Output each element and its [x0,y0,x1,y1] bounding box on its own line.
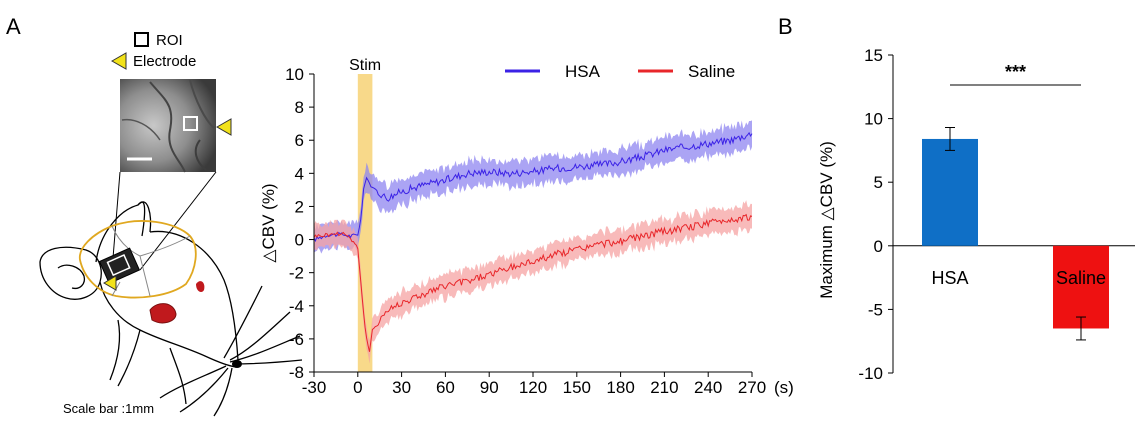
x-tick-label: 90 [480,378,499,397]
y-tick-label: -2 [289,264,304,283]
legend-label-saline: Saline [688,62,735,81]
bar-y-tick-label: -10 [858,364,883,383]
bar-y-tick-label: 0 [874,237,883,256]
x-tick-label: 0 [353,378,362,397]
eye-icon [196,281,205,292]
series-line-hsa [313,131,753,243]
y-tick-label: -4 [289,297,304,316]
category-label-saline: Saline [1056,268,1106,288]
y-tick-label: 0 [295,231,304,250]
roi-legend-label: ROI [156,32,183,49]
x-tick-label: 240 [694,378,722,397]
zoom-line-right [139,171,217,271]
panel-a-label: A [6,14,21,39]
y-tick-label: 10 [285,65,304,84]
cortex-image-inset [120,79,216,173]
y-tick-label: 6 [295,131,304,150]
cbv-timecourse-chart: Stim -8 -6 -4 -2 0 2 4 6 8 10 -30 0 30 60 90 120 150 180 2… [259,57,794,397]
zoom-line-left [112,171,121,259]
y-tick-label: 2 [295,197,304,216]
electrode-marker-icon [215,118,232,136]
electrode-triangle-icon [110,52,127,70]
stim-label: Stim [349,57,381,74]
x-axis-label: (s) [774,378,794,397]
x-tick-label: -30 [302,378,327,397]
bar-hsa [922,138,978,246]
roi-marker [183,116,198,131]
bar-y-axis-label: Maximum △CBV (%) [817,141,836,299]
bar-y-tick-label: -5 [868,300,883,319]
series-band-hsa [314,120,752,254]
cranial-window [98,247,141,285]
electrode-head-icon [103,275,117,291]
bar-saline [1053,245,1109,329]
series-line-saline [313,213,753,352]
eye-icon [149,303,177,324]
nose-icon [232,360,242,368]
window-inner-frame [106,254,131,277]
y-tick-label: -6 [289,330,304,349]
x-tick-label: 180 [606,378,634,397]
cortex-sutures [111,225,191,297]
x-tick-label: 60 [436,378,455,397]
max-cbv-bar-chart: -10 -5 0 5 10 15 Maximum △CBV (%) HSA Saline **… [817,46,1135,383]
cortex-outline [79,220,197,299]
scale-bar-caption: Scale bar :1mm [63,401,154,416]
y-tick-label: 4 [295,164,304,183]
bar-y-tick-label: 5 [874,173,883,192]
x-tick-label: 150 [563,378,591,397]
category-label-hsa: HSA [931,268,968,288]
y-tick-label: 8 [295,98,304,117]
x-tick-label: 120 [519,378,547,397]
roi-square-icon [134,32,149,47]
electrode-legend-label: Electrode [133,53,196,70]
x-tick-label: 270 [738,378,766,397]
series-band-saline [314,200,752,364]
y-axis-label: △CBV (%) [259,183,278,262]
bar-y-tick-label: 15 [864,46,883,65]
legend-label-hsa: HSA [565,62,601,81]
x-tick-label: 210 [650,378,678,397]
y-tick-label: -8 [289,363,304,382]
panel-b-label: B [778,14,793,39]
bar-y-tick-label: 10 [864,110,883,129]
significance-stars: *** [1005,62,1026,82]
x-tick-label: 30 [392,378,411,397]
